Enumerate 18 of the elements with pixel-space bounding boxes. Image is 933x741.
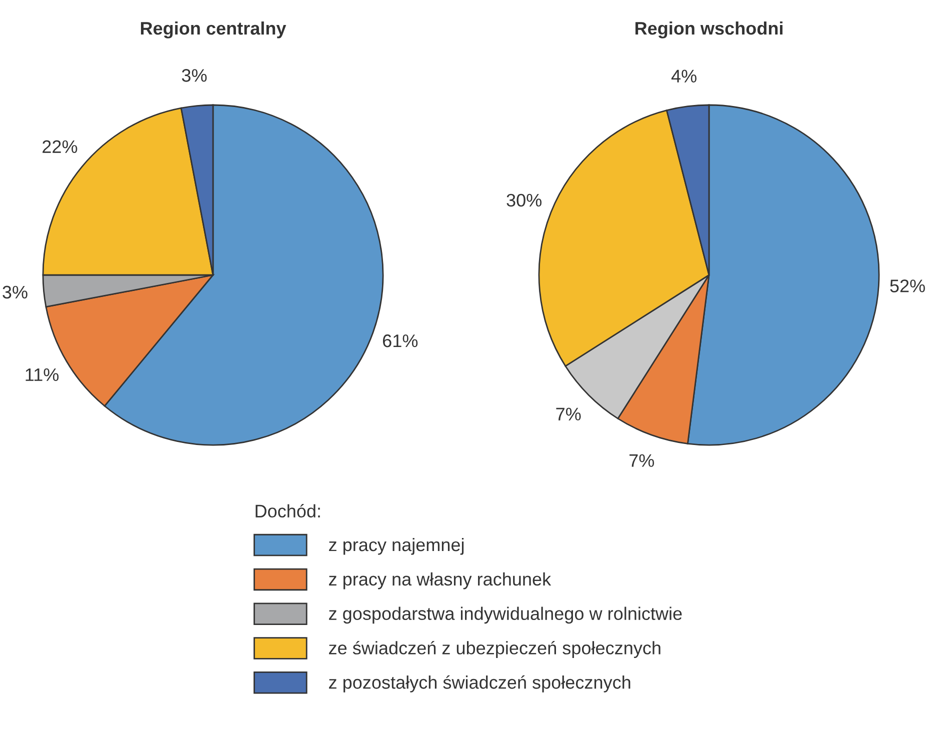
data-label: 22% bbox=[42, 140, 78, 153]
legend-label: ze świadczeń z ubezpieczeń społecznych bbox=[329, 640, 660, 658]
data-label: 52% bbox=[890, 280, 925, 292]
data-label: 3% bbox=[2, 286, 28, 299]
legend-label: z gospodarstwa indywidualnego w rolnictwie bbox=[329, 606, 682, 624]
legend-label: z pozostałych świadczeń społecznych bbox=[329, 675, 630, 692]
legend-label: z pracy najemnej bbox=[329, 538, 464, 555]
data-label: 61% bbox=[382, 334, 418, 348]
chart-title: Region centralny bbox=[140, 21, 286, 38]
data-label: 7% bbox=[630, 454, 654, 467]
data-label: 4% bbox=[671, 70, 696, 82]
chart-title: Region wschodni bbox=[635, 21, 782, 38]
legend-title: Dochód: bbox=[256, 504, 320, 518]
legend-label: z pracy na własny rachunek bbox=[329, 572, 552, 590]
data-label: 3% bbox=[182, 69, 207, 82]
data-label: 30% bbox=[506, 194, 542, 207]
data-label: 11% bbox=[26, 368, 59, 382]
data-label: 7% bbox=[556, 408, 581, 420]
